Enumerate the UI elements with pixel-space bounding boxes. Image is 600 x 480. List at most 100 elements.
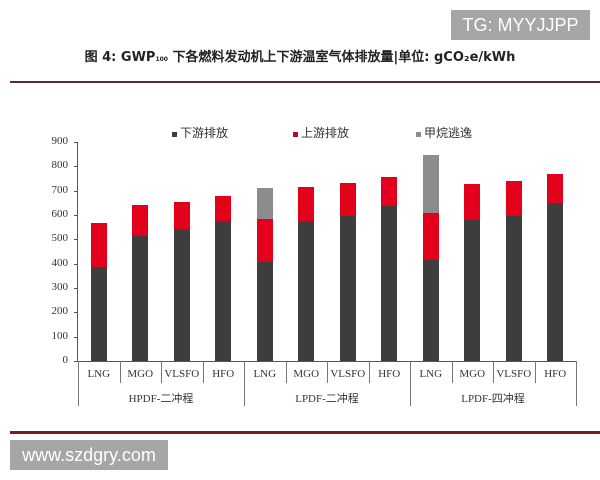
x-tick-label: MGO: [459, 368, 486, 380]
bar-segment: [464, 184, 481, 221]
bar-segment: [547, 174, 564, 204]
title-prefix: 图 4: GWP: [84, 50, 156, 65]
y-tick-label: 100: [51, 329, 69, 342]
y-tick-mark: [74, 142, 78, 143]
bar-segment: [505, 215, 522, 361]
x-tick-label: LNG: [253, 368, 277, 380]
bar-segment: [422, 213, 439, 260]
legend-item-methane-slip: 甲烷逃逸: [416, 124, 472, 141]
watermark-top: TG: MYYJJPP: [451, 10, 590, 40]
y-tick-label: 900: [51, 135, 69, 147]
y-tick-mark: [74, 190, 78, 192]
bar-segment: [547, 203, 564, 361]
x-tick-label: HFO: [544, 368, 567, 380]
bar-lng: [256, 0, 273, 480]
category-divider: [327, 361, 328, 383]
bar-segment: [215, 195, 232, 222]
title-suffix: 下各燃料发动机上下游温室气体排放量|单位: gCO₂e/kWh: [167, 50, 516, 65]
bar-segment: [381, 205, 398, 361]
y-tick-mark: [74, 336, 78, 338]
bar-segment: [298, 186, 315, 221]
legend-swatch-downstream: [172, 131, 177, 137]
bar-hfo: [215, 0, 232, 480]
legend: 下游排放 上游排放 甲烷逃逸: [0, 124, 600, 140]
group-label: LPDF-四冲程: [461, 393, 525, 405]
x-tick-label: LNG: [419, 368, 443, 380]
bar-segment: [173, 228, 190, 361]
bar-segment: [422, 155, 439, 214]
bar-segment: [215, 221, 232, 361]
y-axis: [77, 142, 78, 362]
legend-label: 甲烷逃逸: [424, 126, 473, 140]
category-divider: [202, 361, 204, 383]
x-tick-label: VLSFO: [496, 368, 532, 380]
group-divider: [410, 361, 411, 406]
x-tick-label: LNG: [87, 368, 111, 380]
bar-hfo: [547, 0, 564, 480]
y-tick-label: 300: [51, 281, 69, 293]
legend-item-upstream: 上游排放: [293, 124, 349, 141]
bar-segment: [90, 223, 107, 268]
bar-mgo: [298, 0, 315, 480]
x-tick-label: MGO: [127, 368, 154, 380]
y-tick-mark: [74, 239, 78, 241]
x-tick-label: MGO: [293, 368, 320, 380]
bar-vlsfo: [339, 0, 356, 480]
category-divider: [119, 361, 121, 383]
group-divider: [244, 361, 245, 406]
legend-swatch-upstream: [293, 131, 298, 137]
x-tick-label: VLSFO: [164, 368, 200, 380]
title-subscript: 100: [155, 56, 168, 63]
x-tick-label: HFO: [378, 368, 401, 380]
category-divider: [493, 361, 494, 383]
bar-segment: [256, 262, 273, 361]
y-tick-label: 0: [62, 354, 69, 366]
bar-segment: [132, 236, 149, 361]
bar-segment: [464, 220, 481, 361]
bar-vlsfo: [173, 0, 190, 480]
y-tick-label: 600: [51, 208, 69, 220]
y-tick-mark: [74, 166, 78, 168]
legend-swatch-methane-slip: [416, 131, 421, 137]
bar-segment: [422, 259, 439, 361]
group-label: HPDF-二冲程: [128, 393, 194, 405]
y-tick-label: 700: [51, 183, 69, 196]
y-tick-mark: [74, 361, 78, 362]
bar-segment: [381, 176, 398, 206]
y-tick-label: 800: [51, 159, 69, 172]
y-tick-mark: [74, 215, 78, 216]
x-tick-label: VLSFO: [330, 368, 366, 380]
bar-hfo: [381, 0, 398, 480]
bar-segment: [505, 180, 522, 216]
bar-vlsfo: [505, 0, 522, 480]
bar-segment: [339, 183, 356, 217]
y-tick-mark: [74, 263, 78, 265]
bar-segment: [339, 216, 356, 361]
category-divider: [451, 361, 453, 383]
bar-segment: [173, 201, 190, 229]
group-label: LPDF-二冲程: [295, 393, 359, 405]
y-tick-label: 400: [51, 256, 69, 269]
watermark-bottom: www.szdgry.com: [10, 440, 168, 470]
top-divider: [10, 81, 600, 83]
chart-title: 图 4: GWP100 下各燃料发动机上下游温室气体排放量|单位: gCO₂e/…: [0, 46, 600, 65]
y-tick-label: 200: [51, 305, 69, 318]
category-divider: [161, 361, 162, 383]
category-divider: [285, 361, 287, 383]
y-tick-mark: [74, 288, 78, 289]
y-tick-label: 500: [51, 232, 69, 245]
x-tick-label: HFO: [212, 368, 235, 380]
bottom-divider: [10, 431, 600, 434]
legend-item-downstream: 下游排放: [172, 124, 228, 141]
bar-mgo: [464, 0, 481, 480]
y-tick-mark: [74, 312, 78, 314]
category-divider: [534, 361, 536, 383]
bar-lng: [90, 0, 107, 480]
bar-segment: [90, 267, 107, 361]
bar-segment: [298, 220, 315, 361]
bar-segment: [256, 218, 273, 263]
bar-segment: [256, 187, 273, 219]
category-divider: [368, 361, 370, 383]
bar-mgo: [132, 0, 149, 480]
